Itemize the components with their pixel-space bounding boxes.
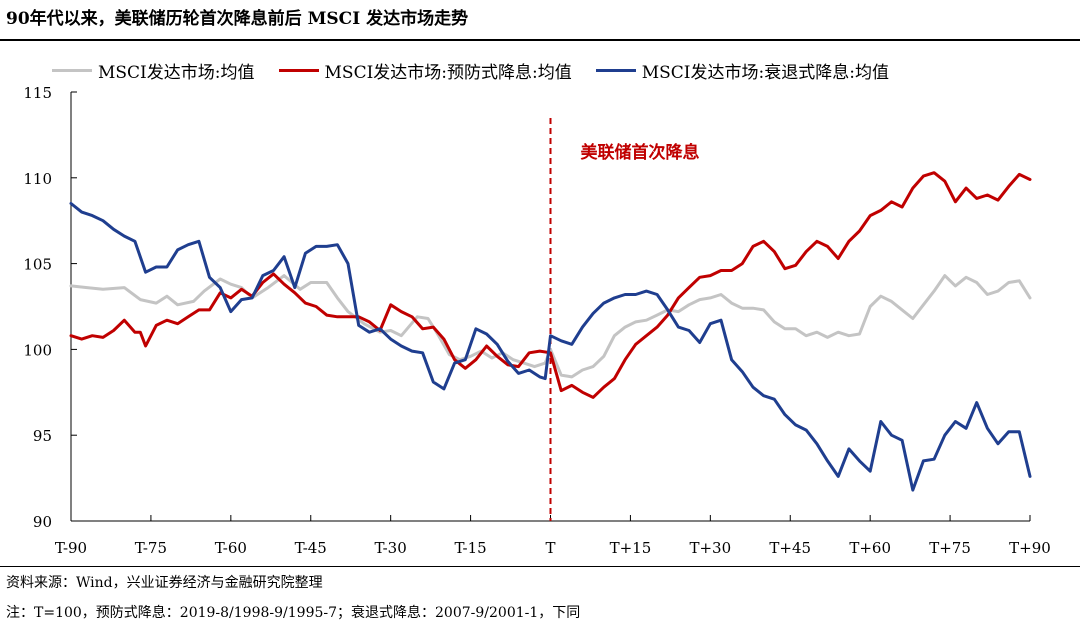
- x-tick-label: T+75: [929, 539, 971, 557]
- title-divider: [0, 39, 1080, 41]
- x-tick-label: T-45: [295, 539, 327, 557]
- legend-swatch-red: [278, 69, 319, 72]
- y-tick-label: 115: [23, 84, 52, 102]
- legend-swatch-gray: [52, 69, 92, 72]
- footer-divider: [0, 566, 1080, 567]
- y-tick-label: 105: [23, 256, 52, 274]
- x-tick-label: T+90: [1009, 539, 1051, 557]
- footnote: 注：T=100，预防式降息：2019-8/1998-9/1995-7；衰退式降息…: [6, 605, 581, 621]
- x-tick-label: T+45: [769, 539, 811, 557]
- x-tick-label: T-15: [454, 539, 486, 557]
- x-tick-label: T+60: [849, 539, 891, 557]
- y-tick-label: 90: [33, 513, 52, 531]
- series-line-gray: [69, 274, 1032, 379]
- series-line-blue: [69, 202, 1032, 492]
- legend-label-blue: MSCI发达市场:衰退式降息:均值: [641, 63, 889, 83]
- chart-title: 90年代以来，美联储历轮首次降息前后 MSCI 发达市场走势: [6, 9, 469, 29]
- y-tick-label: 110: [23, 170, 52, 188]
- x-tick-label: T+15: [610, 539, 652, 557]
- x-tick-label: T-90: [55, 539, 87, 557]
- first-cut-annotation: 美联储首次降息: [581, 142, 700, 163]
- source-note: 资料来源：Wind，兴业证券经济与金融研究院整理: [6, 575, 323, 591]
- legend-swatch-blue: [595, 69, 636, 72]
- x-tick-label: T-60: [215, 539, 247, 557]
- y-tick-label: 100: [23, 341, 52, 359]
- y-tick-label: 95: [33, 427, 52, 445]
- legend-label-gray: MSCI发达市场:均值: [98, 63, 255, 83]
- x-tick-label: T: [545, 539, 555, 557]
- legend-item-red: MSCI发达市场:预防式降息:均值: [278, 58, 572, 83]
- legend: MSCI发达市场:均值 MSCI发达市场:预防式降息:均值 MSCI发达市场:衰…: [52, 58, 913, 83]
- x-tick-label: T-75: [135, 539, 167, 557]
- legend-item-gray: MSCI发达市场:均值: [52, 58, 255, 83]
- x-tick-label: T+30: [689, 539, 731, 557]
- line-chart: 90 95 100 105 110 115 T-90 T-75 T-60 T-45 T-30 T-15…: [23, 84, 1051, 557]
- legend-item-blue: MSCI发达市场:衰退式降息:均值: [595, 58, 889, 83]
- legend-label-red: MSCI发达市场:预防式降息:均值: [324, 63, 572, 83]
- x-tick-label: T-30: [375, 539, 407, 557]
